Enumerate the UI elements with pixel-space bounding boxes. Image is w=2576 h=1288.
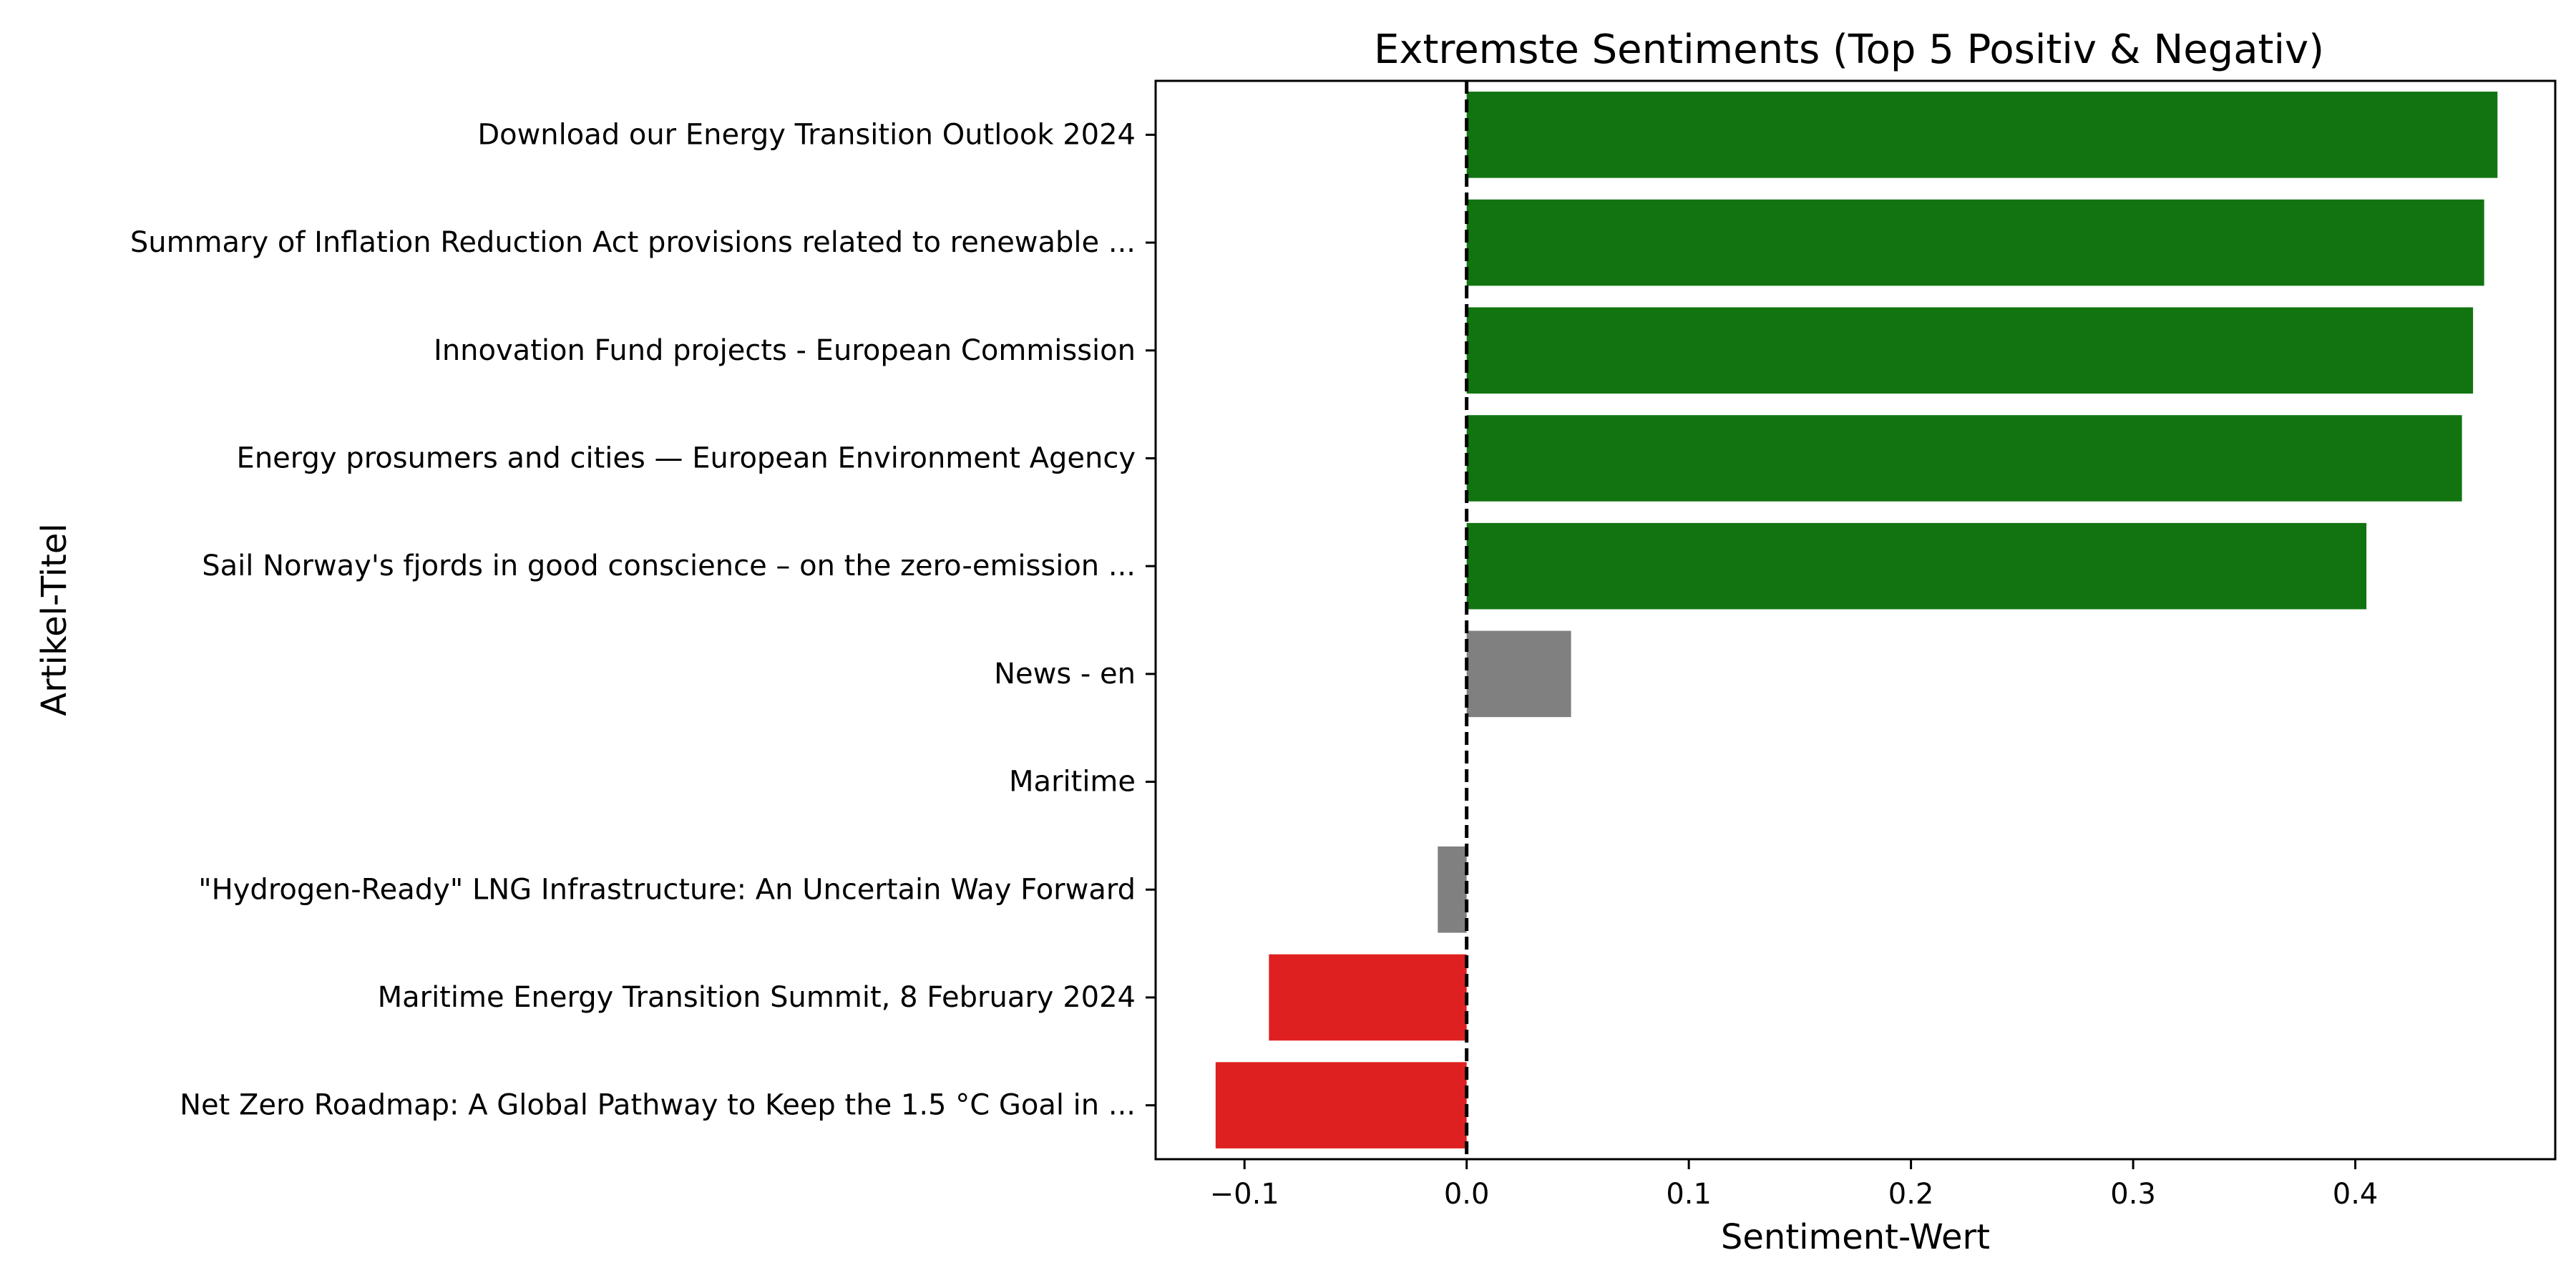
x-tick-label: 0.3: [2110, 1178, 2156, 1211]
bar-10: [1215, 1062, 1467, 1148]
bar-9: [1269, 954, 1467, 1041]
bar-3: [1466, 307, 2474, 394]
y-tick-label: Innovation Fund projects - European Comm…: [434, 334, 1136, 367]
plot-frame: [1154, 79, 2557, 1161]
y-tick-label: Net Zero Roadmap: A Global Pathway to Ke…: [180, 1089, 1136, 1122]
bars-layer: [1215, 92, 2498, 1148]
bar-2: [1466, 199, 2484, 286]
x-tick-label: 0.2: [1888, 1178, 1934, 1211]
y-tick-label: Maritime Energy Transition Summit, 8 Feb…: [378, 981, 1136, 1014]
y-tick-label: News - en: [994, 658, 1136, 691]
y-tick-label: Sail Norway's fjords in good conscience …: [202, 550, 1136, 582]
y-tick-label: "Hydrogen-Ready" LNG Infrastructure: An …: [198, 873, 1136, 906]
y-tick-label: Download our Energy Transition Outlook 2…: [477, 118, 1136, 151]
bar-1: [1466, 92, 2498, 178]
y-tick-label: Maritime: [1009, 766, 1136, 799]
bar-5: [1466, 522, 2367, 610]
bar-8: [1438, 846, 1467, 933]
y-tick-label: Energy prosumers and cities — European E…: [237, 441, 1136, 474]
bar-6: [1466, 630, 1571, 718]
chart-title: Extremste Sentiments (Top 5 Positiv & Ne…: [1374, 26, 2324, 73]
x-axis-title: Sentiment-Wert: [1721, 1217, 1990, 1257]
y-axis: Download our Energy Transition Outlook 2…: [130, 118, 1156, 1122]
y-axis-title: Artikel-Titel: [34, 523, 74, 716]
x-axis: −0.1 0.0 0.1 0.2 0.3 0.4: [1210, 1159, 2379, 1211]
x-tick-label: 0.0: [1444, 1178, 1490, 1211]
bar-4: [1466, 415, 2462, 502]
y-tick-label: Summary of Inflation Reduction Act provi…: [130, 226, 1136, 259]
x-tick-label: 0.4: [2333, 1178, 2379, 1211]
x-tick-label: −0.1: [1210, 1178, 1279, 1211]
x-tick-label: 0.1: [1666, 1178, 1712, 1211]
